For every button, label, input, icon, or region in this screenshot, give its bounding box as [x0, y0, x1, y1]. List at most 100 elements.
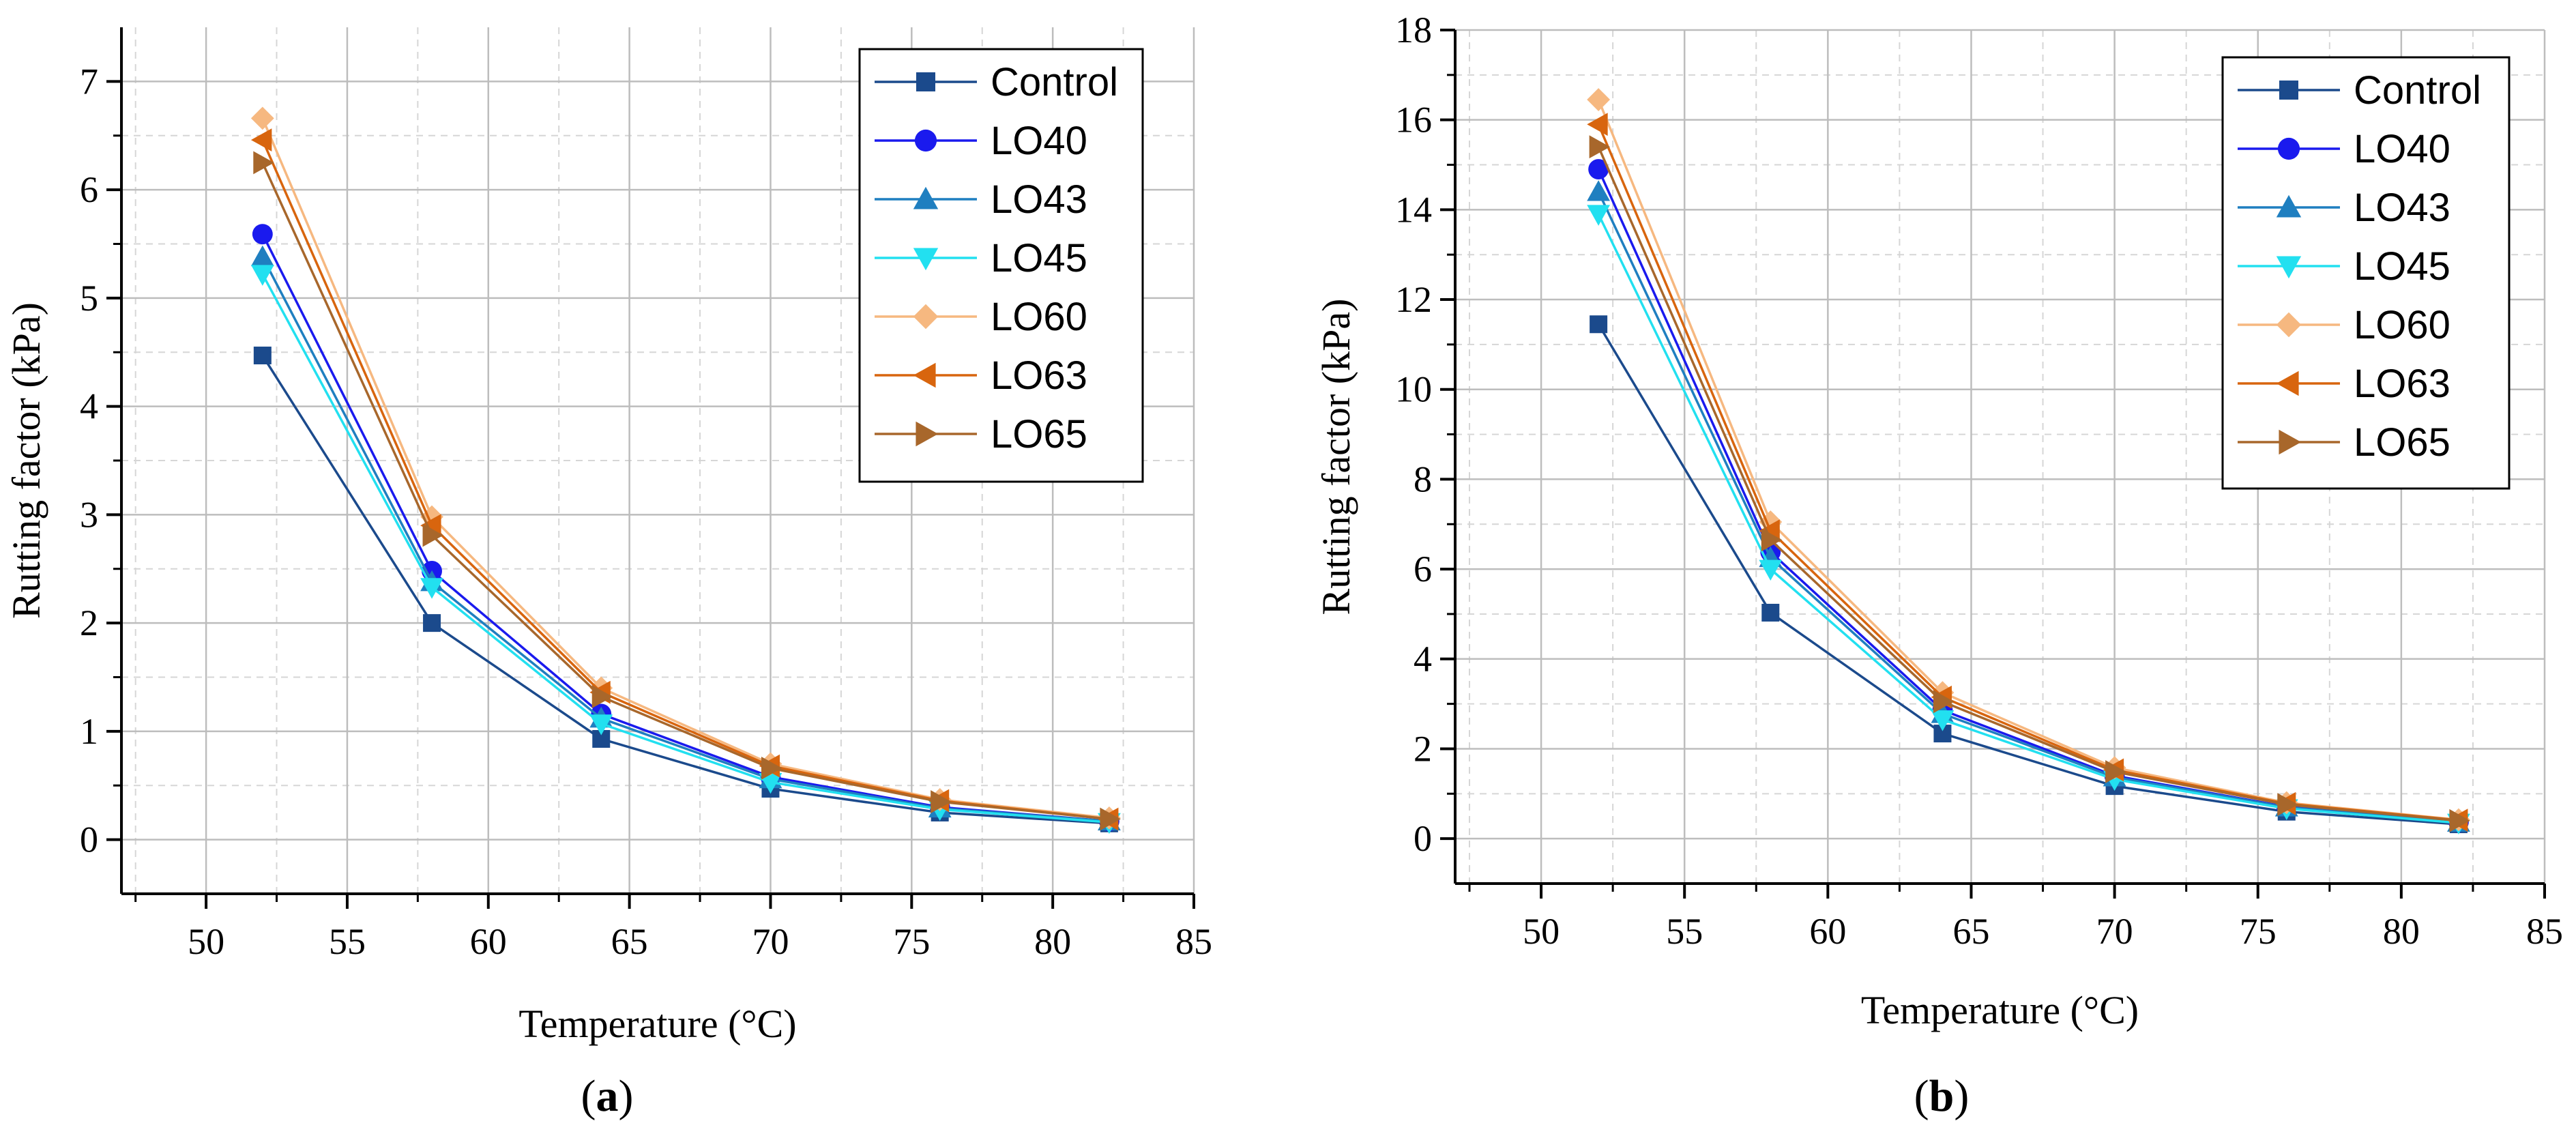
- data-point-lo60: [250, 106, 274, 130]
- legend-label: LO60: [2354, 303, 2450, 347]
- y-tick-label: 0: [1414, 818, 1432, 859]
- data-point-lo65: [2277, 793, 2298, 817]
- data-point-lo65: [2449, 809, 2470, 832]
- legend-label: Control: [2354, 68, 2481, 113]
- legend-label: LO40: [991, 119, 1087, 163]
- series-line-lo45: [261, 274, 1110, 824]
- y-tick-label: 1: [80, 711, 98, 752]
- legend-label: LO40: [2354, 127, 2450, 171]
- y-tick-label: 4: [1414, 639, 1432, 680]
- y-tick-label: 2: [1414, 728, 1432, 769]
- legend-label: LO63: [991, 353, 1087, 398]
- data-point-lo43: [1587, 180, 1611, 201]
- data-point-lo65: [1100, 807, 1121, 831]
- series-line-control: [1597, 323, 2459, 826]
- legend-item-lo65: LO65: [2238, 420, 2450, 465]
- legend-label: LO65: [2354, 420, 2450, 465]
- legend-item-lo63: LO63: [2238, 362, 2450, 406]
- y-axis-title: Rutting factor (kPa): [4, 302, 48, 619]
- data-point-lo45: [250, 265, 274, 286]
- legend-item-lo43: LO43: [875, 177, 1087, 222]
- data-point-lo45: [1931, 710, 1955, 731]
- x-tick-label: 85: [2526, 911, 2563, 952]
- x-tick-label: 65: [1952, 911, 1989, 952]
- legend-label: LO43: [991, 177, 1087, 222]
- y-tick-label: 10: [1395, 369, 1432, 410]
- x-tick-label: 70: [2096, 911, 2133, 952]
- data-point-lo65: [931, 790, 952, 813]
- legend-item-lo45: LO45: [875, 236, 1087, 280]
- data-point-lo65: [422, 523, 443, 547]
- legend-item-lo60: LO60: [875, 295, 1087, 339]
- legend-item-lo45: LO45: [2238, 244, 2450, 289]
- x-tick-label: 55: [329, 921, 366, 962]
- legend-label: LO45: [991, 236, 1087, 280]
- data-point-lo45: [420, 578, 443, 599]
- y-tick-label: 2: [80, 602, 98, 643]
- legend-marker-lo40: [2277, 137, 2300, 160]
- data-point-control: [1590, 315, 1608, 334]
- y-tick-label: 7: [80, 61, 98, 102]
- x-tick-label: 80: [1034, 921, 1071, 962]
- x-tick-label: 85: [1175, 921, 1212, 962]
- data-point-lo45: [759, 772, 782, 794]
- data-point-lo65: [1589, 135, 1611, 159]
- data-point-lo40: [252, 224, 273, 245]
- legend-marker-lo63: [2276, 370, 2299, 396]
- legend-box: [858, 48, 1144, 483]
- caption-a: (a): [581, 1071, 634, 1121]
- minor-gridlines: [1455, 30, 2545, 884]
- y-tick-label: 5: [80, 278, 98, 319]
- legend-marker-lo45: [2276, 256, 2302, 279]
- legend-item-control: Control: [2238, 68, 2481, 113]
- chart-a: 50 55 60 65 70 75 80 85 0 1 2 3 4 5 6 7 Temperature (°C)…: [4, 27, 1212, 1046]
- legend-label: LO60: [991, 295, 1087, 339]
- x-tick-label: 55: [1666, 911, 1703, 952]
- legend-label: Control: [991, 60, 1118, 104]
- legend-item-lo40: LO40: [875, 119, 1087, 163]
- data-point-lo45: [1587, 205, 1611, 226]
- legend-item-lo40: LO40: [2238, 127, 2450, 171]
- chart-b: 50 55 60 65 70 75 80 85 0 2 4 6 8 10 12 14 16 18 Temperatu…: [1314, 10, 2563, 1032]
- y-tick-label: 6: [1414, 549, 1432, 589]
- data-point-control: [1761, 603, 1780, 622]
- major-gridlines: [1455, 29, 2546, 884]
- x-tick-label: 50: [188, 921, 224, 962]
- legend-item-lo63: LO63: [875, 353, 1087, 398]
- y-tick-label: 4: [80, 386, 98, 427]
- data-point-lo65: [1933, 690, 1955, 714]
- series-line-lo65: [1597, 146, 2459, 822]
- data-point-lo65: [2105, 760, 2126, 783]
- legend-box: [2221, 56, 2511, 490]
- x-axis-title: Temperature (°C): [1861, 988, 2139, 1032]
- series-line-control: [261, 355, 1110, 825]
- legend-item-lo60: LO60: [2238, 303, 2450, 347]
- caption-b: (b): [1914, 1071, 1970, 1121]
- legend-marker-lo45: [913, 248, 939, 271]
- y-tick-label: 6: [80, 169, 98, 210]
- data-point-lo45: [589, 714, 613, 736]
- x-tick-label: 75: [2240, 911, 2277, 952]
- data-point-lo65: [591, 685, 613, 708]
- legend-marker-lo63: [913, 362, 936, 388]
- data-point-lo40: [1588, 159, 1609, 180]
- y-tick-label: 16: [1395, 100, 1432, 141]
- legend-marker-lo60: [2276, 312, 2302, 338]
- series-lo65: [253, 151, 1121, 831]
- series-line-lo45: [1597, 214, 2459, 824]
- legend-item-lo65: LO65: [875, 412, 1087, 456]
- legend-marker-control: [2279, 81, 2298, 100]
- legend-label: LO45: [2354, 244, 2450, 289]
- legend-item-control: Control: [875, 60, 1118, 104]
- data-point-lo45: [1759, 559, 1783, 581]
- y-tick-label: 18: [1395, 10, 1432, 50]
- data-point-lo65: [761, 756, 782, 780]
- legend-label: LO63: [2354, 362, 2450, 406]
- data-point-lo63: [250, 128, 272, 151]
- series-line-lo65: [261, 162, 1110, 821]
- legend-marker-control: [916, 72, 935, 91]
- legend: Control LO40 LO43 LO45 LO60 LO63 LO65: [858, 48, 1144, 483]
- data-point-lo65: [253, 151, 274, 175]
- data-point-lo43: [250, 245, 274, 267]
